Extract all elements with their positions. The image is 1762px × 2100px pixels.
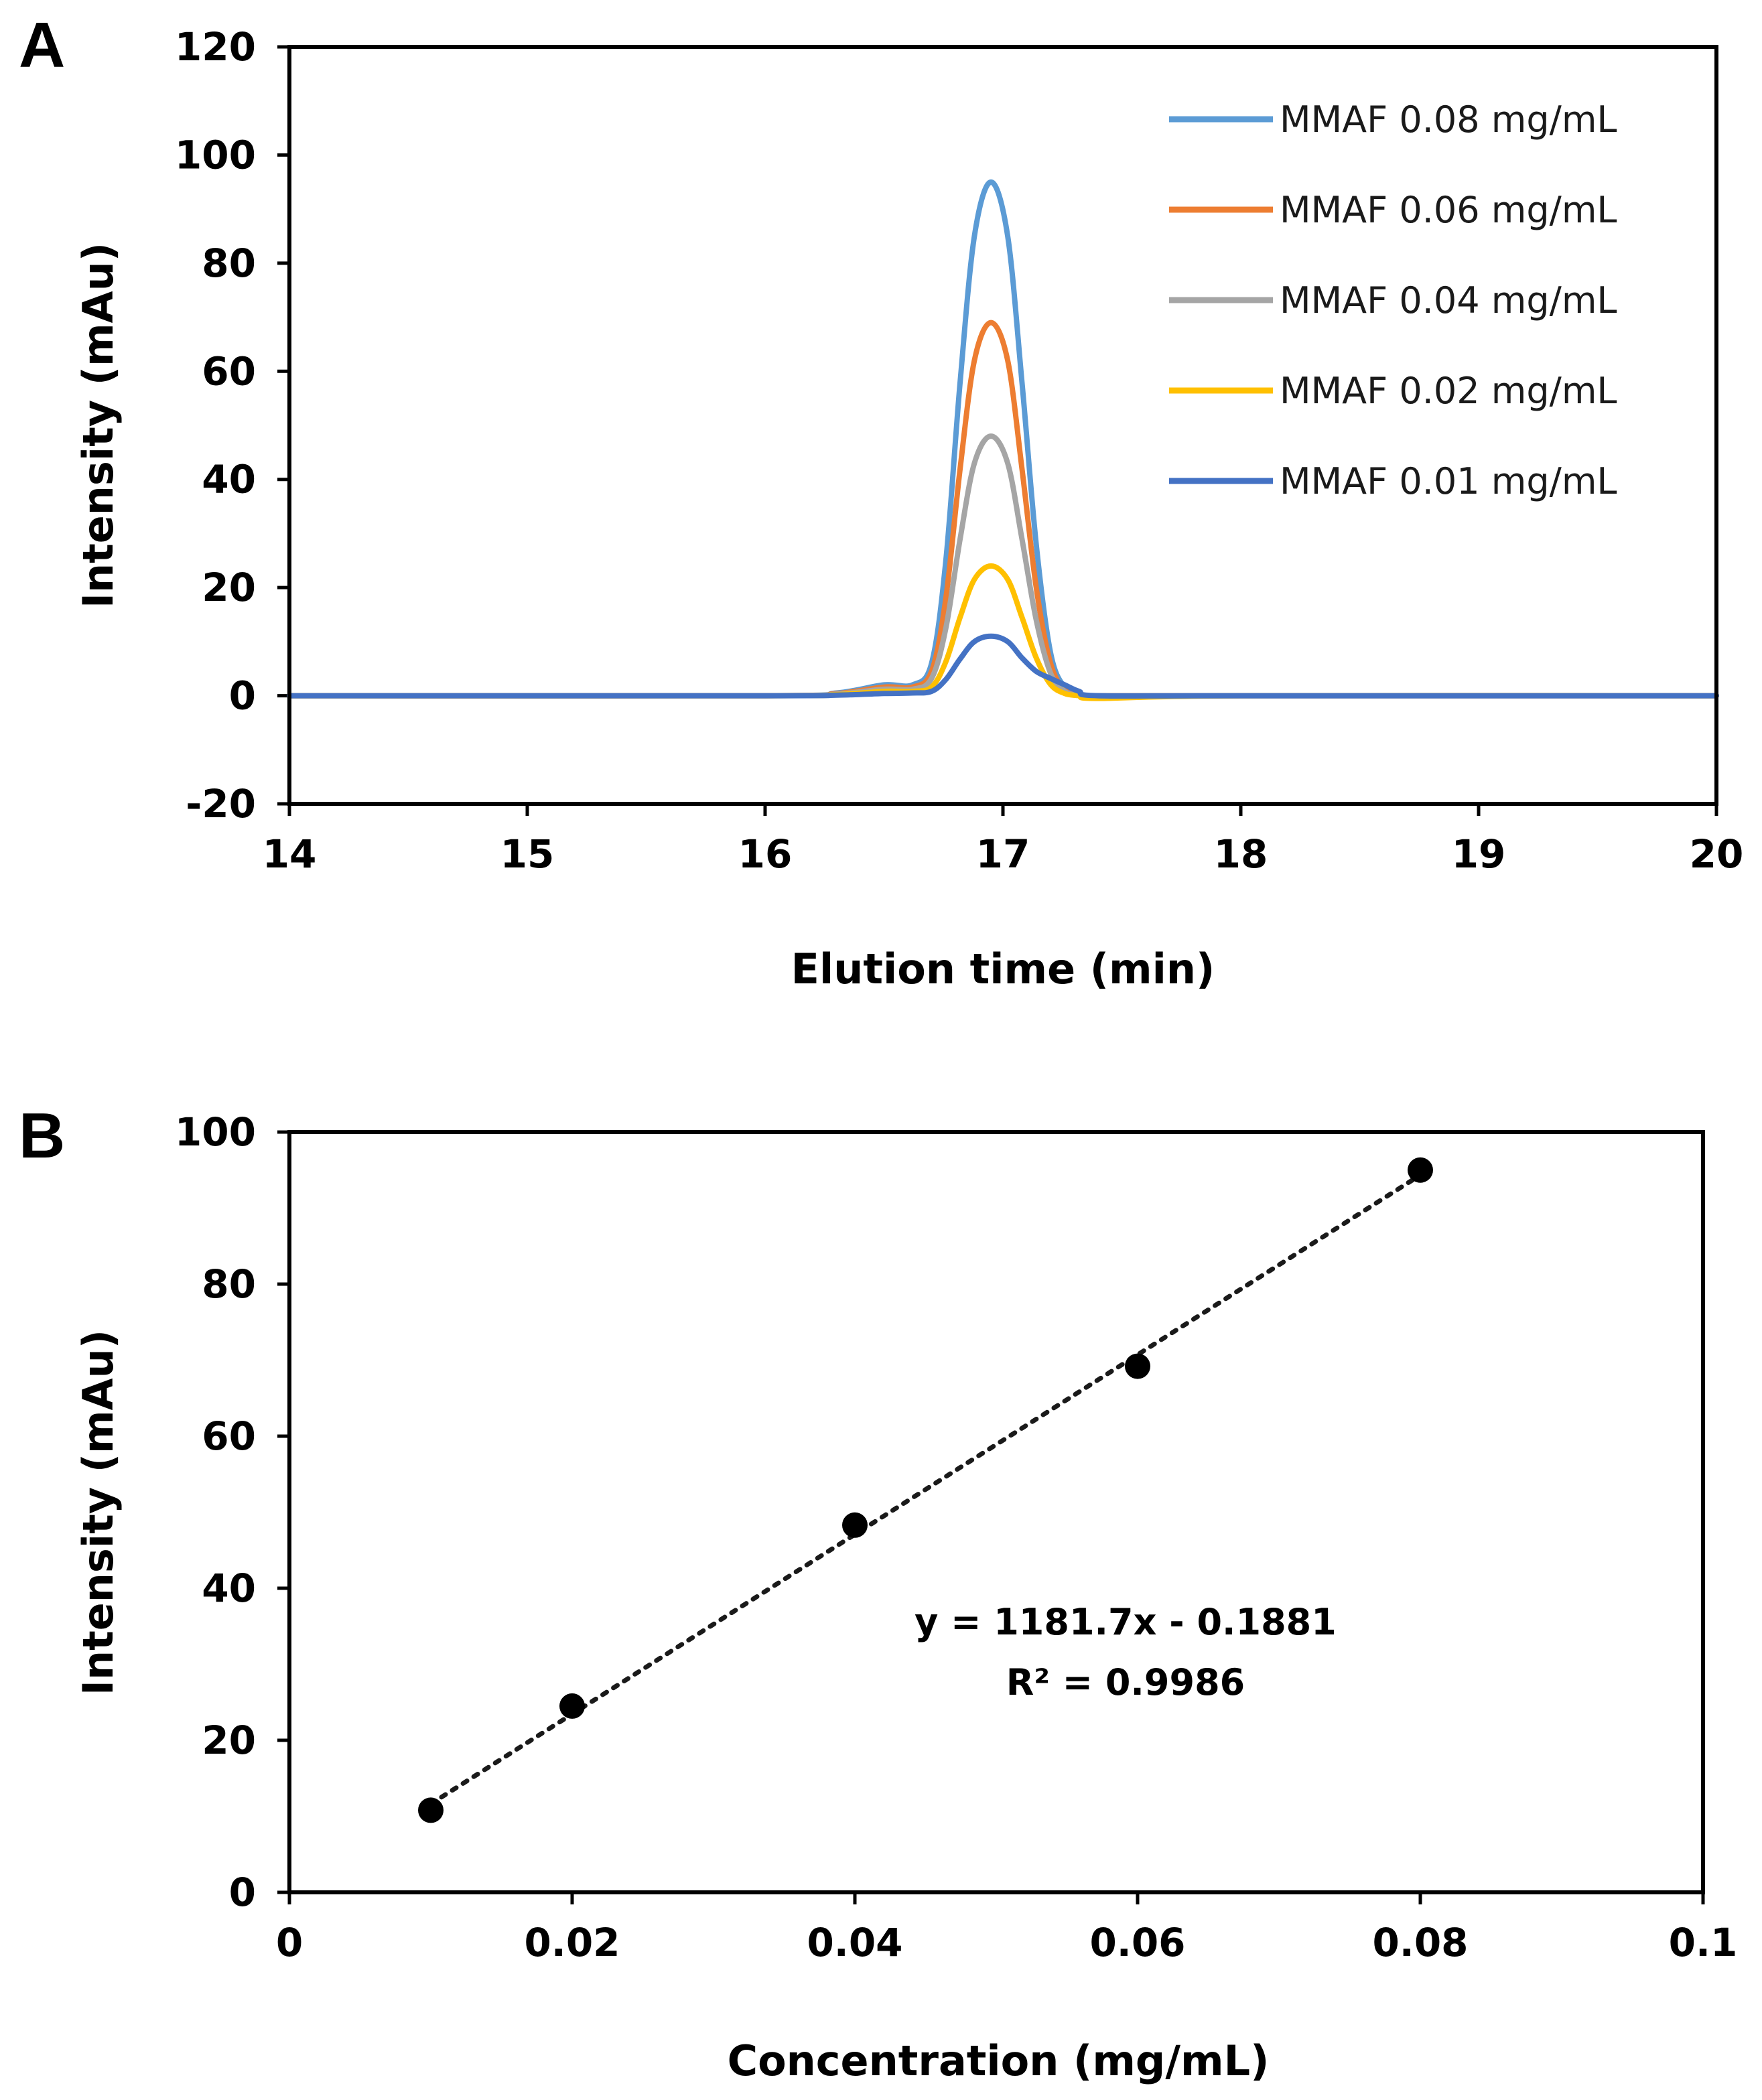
- y-tick-label: 40: [202, 457, 256, 502]
- legend-label-0: MMAF 0.08 mg/mL: [1280, 98, 1617, 141]
- y-tick-label: 60: [202, 348, 256, 394]
- y-tick-label: 0: [229, 1870, 256, 1915]
- y-tick-label: 120: [175, 24, 256, 70]
- y-tick-label: 80: [202, 240, 256, 286]
- x-tick-label: 0.06: [1089, 1920, 1185, 1965]
- data-point: [559, 1693, 585, 1719]
- y-tick-label: 80: [202, 1261, 256, 1307]
- panel-b: B 0 20 40 60 80 100 0 0.02 0.04 0.06 0.08 0.1 y = …: [19, 1100, 1737, 2085]
- x-tick-label: 18: [1214, 831, 1268, 877]
- panel-a-series: [287, 179, 1719, 701]
- x-tick-label: 19: [1452, 831, 1506, 877]
- x-tick-label: 0.02: [524, 1920, 620, 1965]
- x-tick-label: 0.1: [1669, 1920, 1738, 1965]
- panel-b-points: [418, 1157, 1433, 1823]
- panel-b-y-axis-title: Intensity (mAu): [74, 1330, 123, 1695]
- legend-label-3: MMAF 0.02 mg/mL: [1280, 370, 1617, 412]
- panel-b-y-ticks: 0 20 40 60 80 100: [175, 1109, 289, 1915]
- data-point: [418, 1797, 444, 1823]
- x-tick-label: 16: [738, 831, 793, 877]
- panel-b-r-squared: R² = 0.9986: [1006, 1661, 1245, 1703]
- y-tick-label: 20: [202, 565, 256, 610]
- panel-b-label: B: [19, 1100, 65, 1172]
- x-tick-label: 14: [263, 831, 317, 877]
- panel-b-plot-frame: [287, 1130, 1705, 1894]
- panel-b-trendline: [428, 1172, 1423, 1807]
- y-tick-label: 40: [202, 1565, 256, 1611]
- data-point: [1408, 1157, 1433, 1183]
- y-tick-label: 60: [202, 1413, 256, 1459]
- legend-label-1: MMAF 0.06 mg/mL: [1280, 189, 1617, 231]
- x-tick-label: 0.04: [807, 1920, 902, 1965]
- panel-b-x-ticks: 0 0.02 0.04 0.06 0.08 0.1: [276, 1892, 1738, 1965]
- y-tick-label: 0: [229, 673, 256, 719]
- x-tick-label: 0: [276, 1920, 303, 1965]
- panel-b-equation: y = 1181.7x - 0.1881: [914, 1601, 1337, 1643]
- legend-label-4: MMAF 0.01 mg/mL: [1280, 460, 1617, 502]
- panel-a-x-ticks: 14 15 16 17 18 19 20: [263, 804, 1744, 877]
- panel-a: A -20 0 20 40 60 80 100 120 14 15 16 17 18 19 20 MMAF…: [19, 9, 1743, 993]
- y-tick-label: 100: [175, 1109, 256, 1155]
- y-tick-label: 100: [175, 132, 256, 178]
- panel-a-plot-frame: [287, 45, 1718, 806]
- x-tick-label: 20: [1690, 831, 1744, 877]
- panel-a-y-axis-title: Intensity (mAu): [74, 242, 123, 608]
- x-tick-label: 17: [976, 831, 1030, 877]
- panel-b-x-axis-title: Concentration (mg/mL): [728, 2036, 1270, 2085]
- x-tick-label: 15: [500, 831, 555, 877]
- panel-a-x-axis-title: Elution time (min): [791, 944, 1215, 993]
- y-tick-label: -20: [186, 781, 256, 827]
- legend-label-2: MMAF 0.04 mg/mL: [1280, 279, 1617, 322]
- y-tick-label: 20: [202, 1718, 256, 1763]
- series-line-4: [287, 633, 1719, 699]
- x-tick-label: 0.08: [1372, 1920, 1468, 1965]
- panel-a-legend: MMAF 0.08 mg/mL MMAF 0.06 mg/mL MMAF 0.04 …: [1169, 98, 1617, 502]
- panel-a-label: A: [19, 9, 65, 81]
- data-point: [842, 1512, 868, 1538]
- data-point: [1125, 1353, 1150, 1379]
